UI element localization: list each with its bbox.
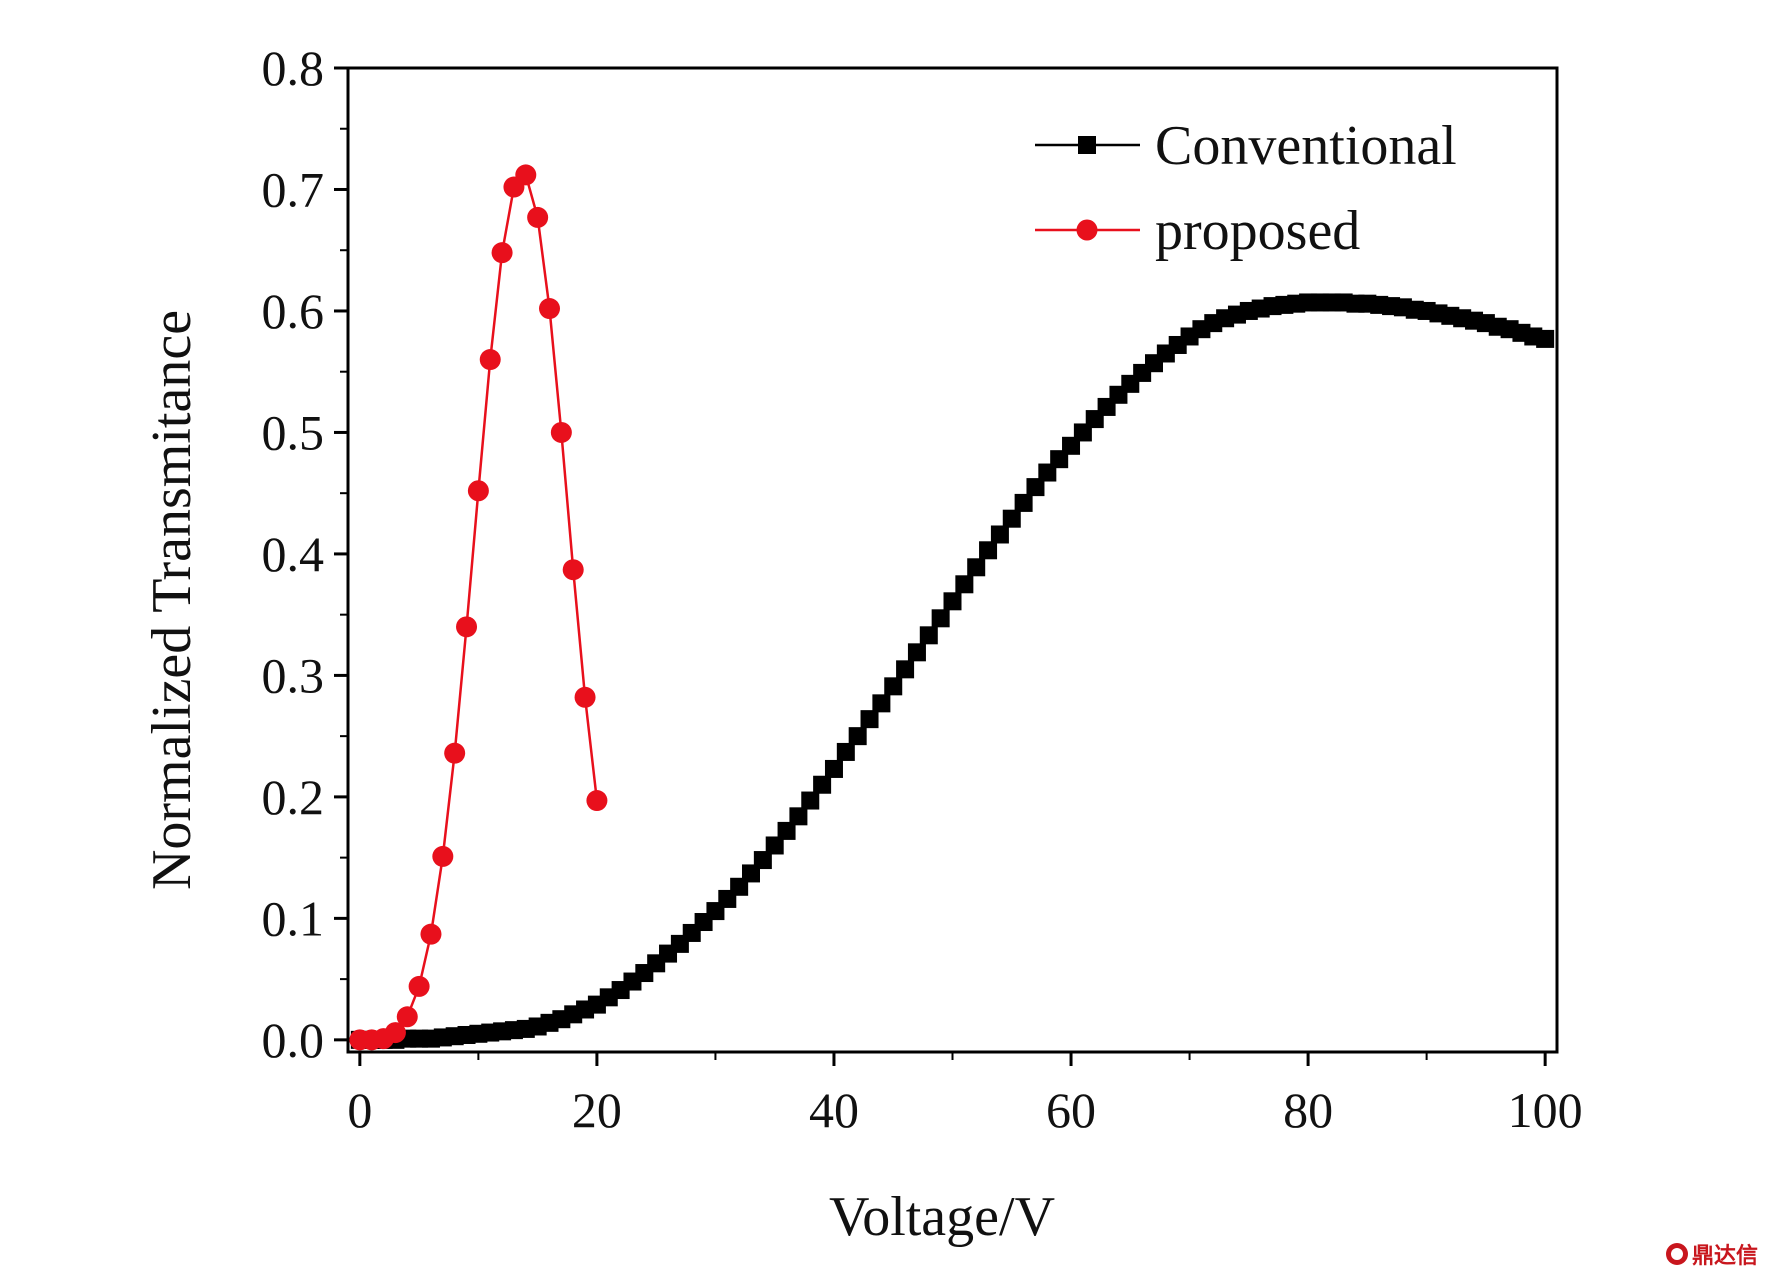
data-point-circle: [539, 298, 560, 320]
data-point-circle: [491, 242, 513, 264]
data-point-circle: [550, 421, 572, 443]
data-point-circle: [527, 206, 549, 228]
legend-marker-square: [1078, 136, 1096, 154]
data-point-circle: [432, 845, 454, 867]
data-point-circle: [479, 349, 501, 371]
data-point-square: [1536, 329, 1555, 348]
data-point-square: [979, 541, 998, 560]
y-tick-label: 0.8: [262, 40, 325, 96]
legend-label: proposed: [1155, 200, 1360, 262]
data-point-square: [955, 575, 974, 594]
y-tick-label: 0.4: [262, 526, 325, 582]
data-point-circle: [420, 923, 442, 945]
data-point-square: [777, 821, 796, 840]
legend: Conventional proposed: [1035, 115, 1457, 262]
data-point-square: [801, 791, 820, 810]
x-tick-label: 100: [1508, 1082, 1583, 1138]
data-point-circle: [408, 975, 430, 997]
data-point-square: [943, 592, 962, 611]
data-point-circle: [515, 164, 537, 186]
data-point-square: [848, 727, 867, 746]
data-point-square: [967, 558, 986, 577]
watermark-text: 鼎达信: [1691, 1244, 1758, 1269]
watermark-logo-icon: [1665, 1243, 1688, 1265]
data-point-square: [919, 626, 938, 645]
data-point-square: [836, 742, 855, 761]
data-point-circle: [444, 742, 466, 764]
series-proposed: [349, 164, 608, 1051]
data-point-square: [813, 775, 832, 794]
x-tick-label: 60: [1046, 1082, 1096, 1138]
data-point-square: [907, 643, 926, 662]
data-point-square: [896, 660, 915, 679]
watermark: 鼎达信: [1665, 1238, 1758, 1270]
y-tick-label: 0.7: [262, 161, 325, 217]
x-tick-label: 20: [572, 1082, 622, 1138]
series-layer: [349, 164, 1555, 1051]
series-conventional: [350, 293, 1555, 1049]
y-tick-label: 0.3: [262, 647, 325, 703]
data-point-square: [789, 807, 808, 826]
data-point-square: [990, 525, 1009, 544]
data-point-square: [1014, 493, 1033, 512]
data-point-square: [1002, 509, 1021, 528]
y-tick-label: 0.5: [262, 404, 325, 460]
data-point-circle: [467, 480, 489, 502]
x-tick-label: 40: [809, 1082, 859, 1138]
legend-item: Conventional: [1035, 115, 1457, 177]
series-line: [359, 301, 1546, 1042]
y-axis-title: Normalized Transmitance: [141, 310, 203, 890]
data-point-square: [872, 694, 891, 713]
x-axis-title: Voltage/V: [829, 1186, 1055, 1248]
y-tick-label: 0.0: [262, 1012, 325, 1068]
data-point-circle: [586, 790, 608, 812]
data-point-circle: [456, 616, 478, 638]
data-point-circle: [396, 1006, 418, 1028]
legend-item: proposed: [1035, 200, 1360, 262]
data-point-square: [884, 677, 903, 696]
data-point-circle: [384, 1022, 406, 1044]
data-point-square: [931, 609, 950, 628]
data-point-circle: [562, 559, 584, 581]
y-axis: 0.0 0.1 0.2 0.3 0.4 0.5 0.6 0.7 0.8: [262, 40, 348, 1068]
y-tick-label: 0.6: [262, 283, 325, 339]
data-point-square: [753, 851, 772, 870]
data-point-square: [860, 710, 879, 729]
data-point-square: [765, 836, 784, 855]
legend-marker-circle: [1076, 219, 1098, 241]
y-tick-label: 0.1: [262, 890, 325, 946]
data-point-square: [824, 759, 843, 778]
legend-label: Conventional: [1155, 115, 1457, 177]
data-point-square: [1026, 478, 1045, 497]
data-point-circle: [574, 686, 596, 708]
x-tick-label: 80: [1283, 1082, 1333, 1138]
y-tick-label: 0.2: [262, 769, 325, 825]
series-line: [359, 172, 599, 1042]
x-tick-label: 0: [347, 1082, 372, 1138]
x-axis: 0 20 40 60 80 100: [347, 1052, 1583, 1138]
